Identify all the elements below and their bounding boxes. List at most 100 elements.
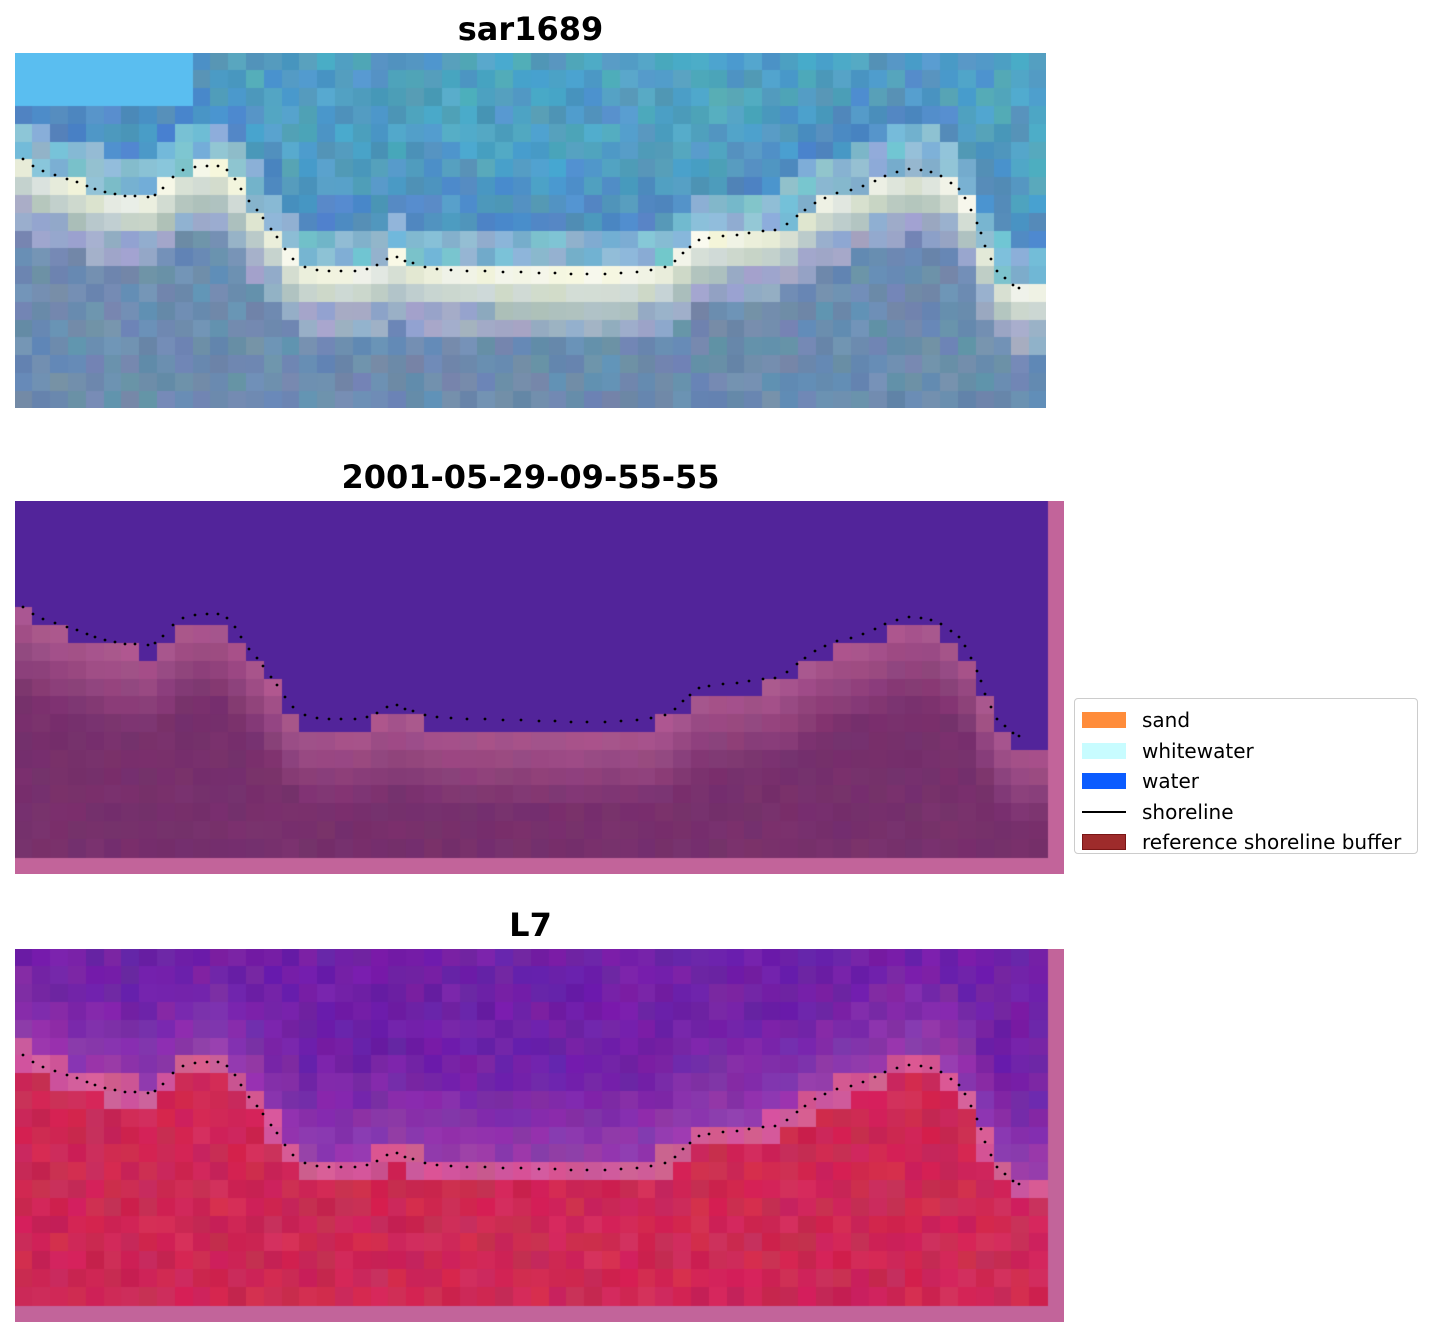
- shoreline-dot: [395, 255, 399, 259]
- shoreline-dot: [823, 196, 827, 200]
- shoreline-overlay: [21, 157, 1021, 290]
- shoreline-dot: [247, 647, 251, 651]
- shoreline-dot: [721, 682, 725, 686]
- legend-label: sand: [1142, 708, 1191, 733]
- shoreline-dot: [423, 265, 427, 269]
- shoreline-dot: [291, 705, 295, 709]
- shoreline-dot: [785, 222, 789, 226]
- shoreline-dot: [983, 692, 987, 696]
- shoreline-dot: [773, 1124, 777, 1128]
- shoreline-dot: [423, 713, 427, 717]
- shoreline-dot: [181, 616, 185, 620]
- shoreline-dot: [979, 231, 983, 235]
- shoreline-dot: [975, 1117, 979, 1121]
- shoreline-dot: [635, 718, 639, 722]
- shoreline-dot: [303, 265, 307, 269]
- shoreline-dot: [123, 642, 127, 646]
- shoreline-dot: [603, 720, 607, 724]
- shoreline-dot: [283, 695, 287, 699]
- shoreline-dot: [649, 268, 653, 272]
- shoreline-dot: [315, 716, 319, 720]
- shoreline-dot: [983, 244, 987, 248]
- shoreline-dot: [315, 1164, 319, 1168]
- shoreline-dot: [483, 269, 487, 273]
- shoreline-dot: [939, 174, 943, 178]
- shoreline-dot: [123, 1090, 127, 1094]
- index-image: [15, 949, 1064, 1322]
- shoreline-dot: [929, 1066, 933, 1070]
- shoreline-dot: [585, 272, 589, 276]
- shoreline-dot: [989, 705, 993, 709]
- shoreline-dot: [707, 684, 711, 688]
- legend-item-reference-buffer: reference shoreline buffer: [1081, 827, 1411, 858]
- shoreline-dot: [283, 247, 287, 251]
- shoreline-dot: [225, 1064, 229, 1068]
- shoreline-dot: [519, 1166, 523, 1170]
- shoreline-dot: [449, 268, 453, 272]
- shoreline-dot: [75, 180, 79, 184]
- shoreline-dot: [269, 227, 273, 231]
- shoreline-dot: [1017, 734, 1021, 738]
- shoreline-dot: [411, 1157, 415, 1161]
- shoreline-dot: [269, 675, 273, 679]
- shoreline-dot: [907, 167, 911, 171]
- shoreline-dot: [315, 268, 319, 272]
- shoreline-dot: [411, 709, 415, 713]
- shoreline-dot: [146, 195, 150, 199]
- shoreline-dot: [449, 716, 453, 720]
- shoreline-dot: [365, 267, 369, 271]
- shoreline-dot: [803, 1104, 807, 1108]
- shoreline-dot: [553, 271, 557, 275]
- shoreline-dot: [501, 1166, 505, 1170]
- shoreline-dot: [895, 618, 899, 622]
- legend-item-shoreline: shoreline: [1081, 797, 1411, 828]
- shoreline-dot: [327, 717, 331, 721]
- shoreline-dot: [761, 1125, 765, 1129]
- shoreline-dot: [989, 257, 993, 261]
- shoreline-dot: [161, 634, 165, 638]
- rgb-image-panel: [15, 53, 1046, 408]
- whitewater-swatch: [1082, 742, 1126, 759]
- shoreline-dot: [939, 1070, 943, 1074]
- shoreline-dot: [103, 190, 107, 194]
- shoreline-dot: [216, 1060, 220, 1064]
- shoreline-dot: [113, 1088, 117, 1092]
- shoreline-dot: [225, 168, 229, 172]
- shoreline-dot: [501, 718, 505, 722]
- shoreline-dot: [883, 622, 887, 626]
- shoreline-dot: [75, 1076, 79, 1080]
- shoreline-dot: [205, 164, 209, 168]
- legend-label: water: [1142, 769, 1199, 794]
- shoreline-dot: [193, 1061, 197, 1065]
- shoreline-dot: [949, 629, 953, 633]
- shoreline-dot: [291, 1153, 295, 1157]
- reference-buffer-swatch: [1082, 834, 1126, 851]
- shoreline-dot: [969, 656, 973, 660]
- shoreline-dot: [261, 216, 265, 220]
- shoreline-dot: [103, 638, 107, 642]
- shoreline-dot: [161, 1082, 165, 1086]
- shoreline-dot: [861, 184, 865, 188]
- shoreline-dot: [465, 269, 469, 273]
- shoreline-dot: [519, 270, 523, 274]
- shoreline-dot: [123, 194, 127, 198]
- shoreline-dot: [239, 187, 243, 191]
- shoreline-dot: [193, 613, 197, 617]
- shoreline-dot: [395, 1151, 399, 1155]
- shoreline-dot: [747, 679, 751, 683]
- shoreline-dot: [449, 1164, 453, 1168]
- shoreline-dot: [375, 263, 379, 267]
- legend-label: whitewater: [1142, 738, 1254, 763]
- shoreline-dot: [681, 699, 685, 703]
- shoreline-dot: [663, 265, 667, 269]
- shoreline-dot: [813, 649, 817, 653]
- shoreline-dot: [153, 193, 157, 197]
- shoreline-dot: [247, 1095, 251, 1099]
- legend-item-sand: sand: [1081, 705, 1411, 736]
- shoreline-dot: [619, 271, 623, 275]
- shoreline-dot: [65, 1073, 69, 1077]
- shoreline-dot: [275, 1131, 279, 1135]
- shoreline-dot: [303, 1161, 307, 1165]
- shoreline-dot: [171, 175, 175, 179]
- shoreline-dot: [735, 681, 739, 685]
